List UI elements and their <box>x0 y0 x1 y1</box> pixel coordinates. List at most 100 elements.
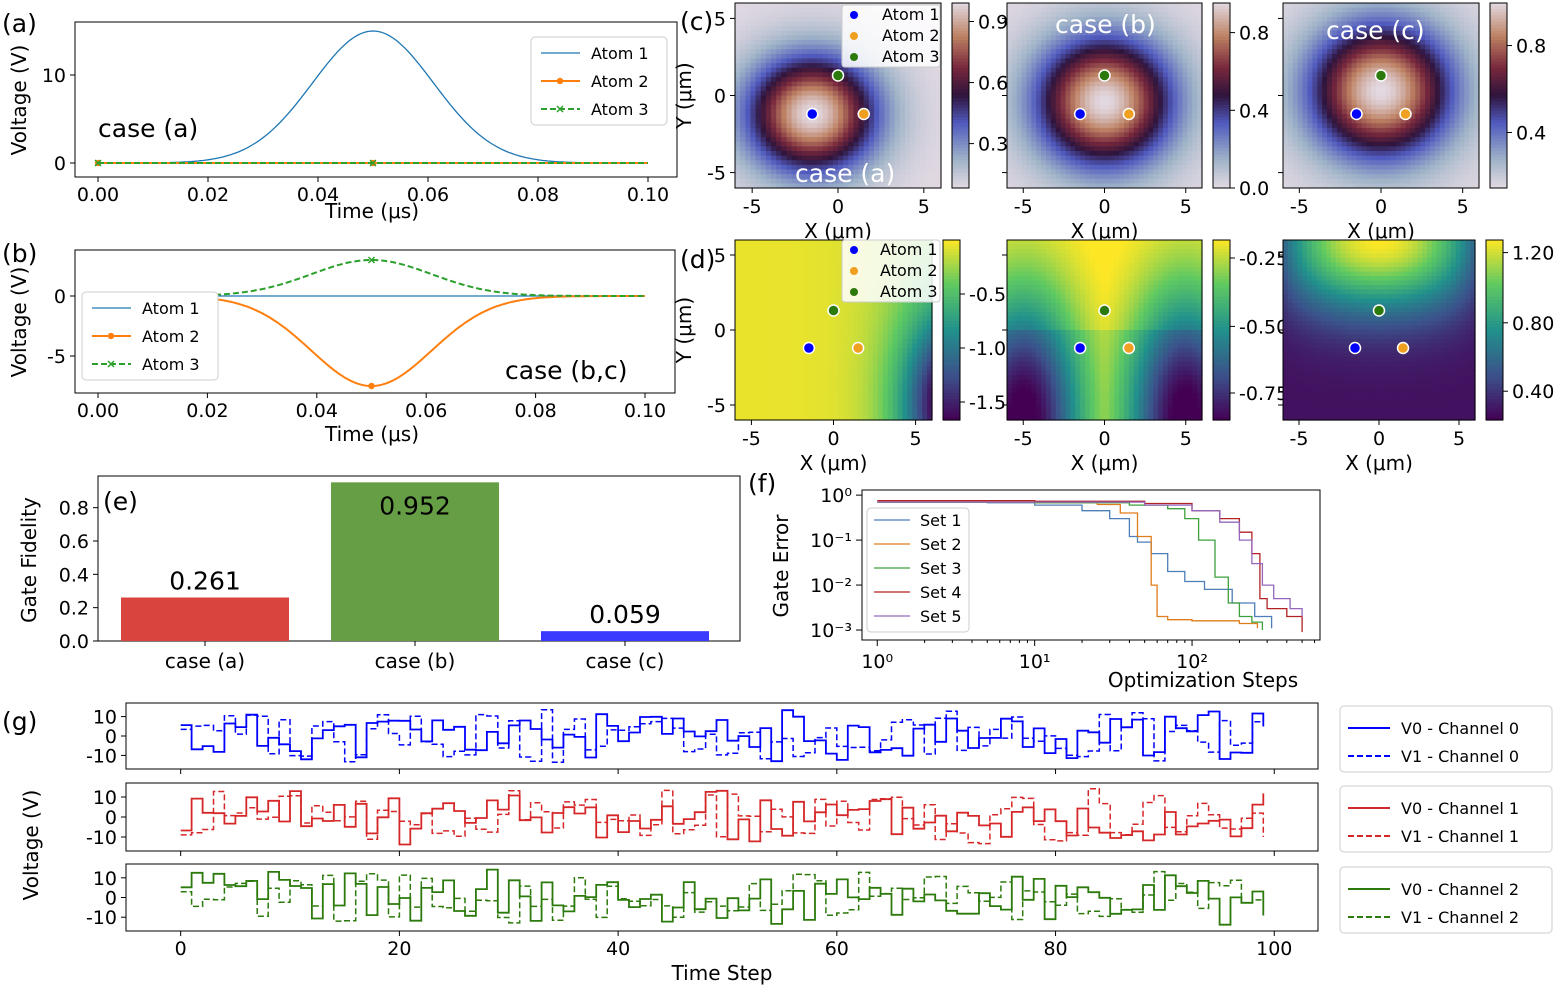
heat-cell <box>1390 77 1397 83</box>
heat-cell <box>1187 90 1193 97</box>
heat-cell <box>1060 58 1067 64</box>
heat-cell <box>874 141 880 147</box>
heat-cell <box>1405 7 1411 13</box>
heat-cell <box>801 146 808 152</box>
heat-cell <box>858 160 865 166</box>
heat-cell <box>894 104 901 110</box>
heat-cell <box>848 137 855 143</box>
heat-cell <box>1400 40 1407 46</box>
heat-cell <box>1346 44 1353 50</box>
heat-cell <box>1459 12 1465 18</box>
heat-cell <box>1114 160 1120 166</box>
heat-cell <box>755 118 762 124</box>
heat-cell <box>1366 30 1372 36</box>
heat-cell <box>1099 63 1106 69</box>
heat-cell <box>1104 3 1110 9</box>
heat-cell <box>817 67 824 73</box>
heat-cell <box>1031 114 1037 120</box>
heat-cell <box>1143 81 1149 87</box>
heat-cell <box>1031 30 1037 36</box>
heat-cell <box>760 95 767 101</box>
heat-cell <box>1351 178 1358 184</box>
heat-cell <box>1046 123 1052 129</box>
heat-cell <box>1016 21 1023 27</box>
heat-cell <box>786 86 793 92</box>
heat-cell <box>1459 44 1465 50</box>
heat-cell <box>1307 132 1313 138</box>
heat-cell <box>1415 86 1421 92</box>
heat-cell <box>1283 95 1289 101</box>
heat-cell <box>868 90 875 97</box>
heat-cell <box>1031 146 1037 152</box>
heat-cell <box>1016 44 1023 50</box>
heat-cell <box>1439 77 1446 83</box>
heat-cell <box>1454 178 1460 184</box>
heat-cell <box>838 141 844 147</box>
heat-cell <box>1128 3 1135 9</box>
heat-cell <box>1094 100 1101 106</box>
heat-cell <box>1400 151 1407 157</box>
heat-cell <box>1297 114 1304 120</box>
colorbar-cell <box>1213 73 1230 78</box>
heat-cell <box>1297 132 1304 138</box>
colorbar-cell <box>1213 92 1230 97</box>
heat-cell <box>848 132 855 138</box>
heat-cell <box>1366 26 1372 32</box>
heat-cell <box>1302 7 1309 13</box>
heat-cell <box>1163 26 1169 32</box>
heat-cell <box>1385 169 1392 175</box>
heat-cell <box>801 53 808 60</box>
heat-cell <box>1089 58 1096 64</box>
heat-cell <box>1312 123 1318 129</box>
heat-cell <box>1104 44 1110 50</box>
heat-cell <box>1415 123 1421 129</box>
heat-cell <box>838 132 844 138</box>
heat-cell <box>1007 40 1013 46</box>
heat-cell <box>1469 86 1475 92</box>
heat-cell <box>1425 63 1431 69</box>
heat-cell <box>1327 151 1333 157</box>
heat-cell <box>1070 104 1076 110</box>
heat-cell <box>1395 40 1402 46</box>
heat-cell <box>1172 137 1179 143</box>
heat-cell <box>796 114 803 120</box>
heat-cell <box>1128 58 1135 64</box>
heat-cell <box>1405 16 1411 23</box>
heat-cell <box>1415 44 1421 50</box>
heat-cell <box>1312 169 1318 175</box>
heat-cell <box>1075 90 1081 97</box>
colorbar-cell <box>1213 55 1230 60</box>
heat-cell <box>1046 86 1052 92</box>
heat-cell <box>1197 178 1203 184</box>
heat-cell <box>1405 26 1411 32</box>
heat-cell <box>1172 35 1179 41</box>
heat-cell <box>1114 90 1120 97</box>
heat-cell <box>1430 155 1436 161</box>
heat-cell <box>1444 26 1451 32</box>
heat-cell <box>1163 100 1169 106</box>
heat-cell <box>1322 127 1328 134</box>
heat-cell <box>1065 114 1071 120</box>
heat-cell <box>1148 26 1154 32</box>
heat-cell <box>1302 127 1309 134</box>
heat-cell <box>827 123 834 129</box>
y-tick-label: 0 <box>714 86 726 108</box>
heat-cell <box>760 114 767 120</box>
heat-cell <box>1405 160 1411 166</box>
heat-cell <box>1371 40 1377 46</box>
heat-cell <box>765 12 772 18</box>
heat-cell <box>1459 155 1465 161</box>
heat-cell <box>1050 40 1057 46</box>
heat-cell <box>1307 63 1313 69</box>
heat-cell <box>1046 109 1052 115</box>
heat-cell <box>760 127 767 134</box>
heat-cell <box>1192 183 1198 189</box>
heat-cell <box>1138 169 1145 175</box>
heat-cell <box>796 67 803 73</box>
heat-cell <box>1297 81 1304 87</box>
heat-cell <box>1332 114 1338 120</box>
heat-cell <box>1104 123 1110 129</box>
heat-cell <box>1336 95 1343 101</box>
heat-cell <box>1361 67 1367 73</box>
heat-cell <box>1128 127 1135 134</box>
